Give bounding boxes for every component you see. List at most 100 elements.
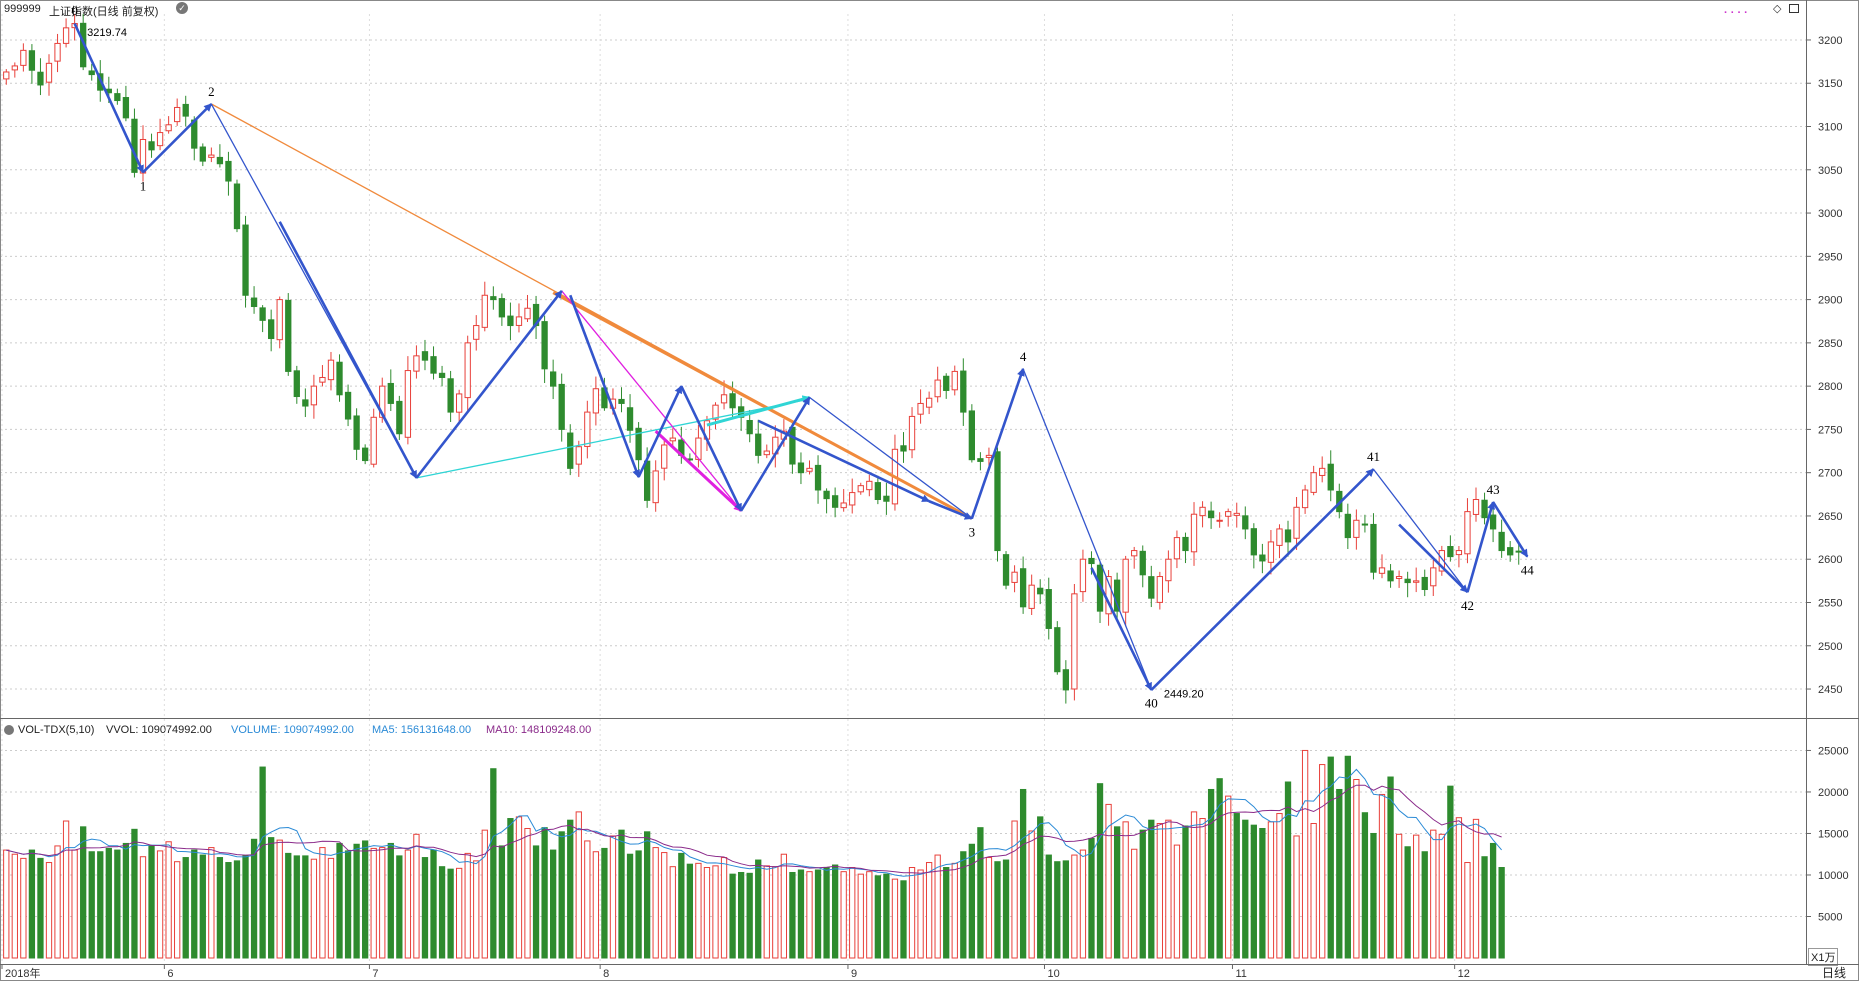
volume-settings-icon[interactable] [4,725,14,735]
candle-body [985,454,993,458]
candle [866,474,873,497]
candle [1293,496,1300,550]
wave-label-43: 43 [1487,482,1500,497]
volume-bar [626,853,634,959]
candle-body [1276,528,1283,546]
volume-bar [80,826,87,959]
candle [199,143,206,167]
candle-body [746,419,753,435]
volume-bar [1242,819,1249,959]
candle-body [362,447,369,462]
candle [1344,503,1351,550]
candle-body [498,298,506,318]
volume-bar [515,816,523,959]
candle [883,482,890,515]
candle-body [524,307,531,320]
candle-body [925,397,933,408]
candle [857,482,864,495]
candle [1028,574,1035,616]
candle [1319,456,1326,483]
volume-bar [532,845,540,959]
candle [1259,543,1266,574]
volume-bar [88,851,95,959]
candle [1173,530,1181,569]
toolbar-dots[interactable]: · · · · [1724,7,1748,19]
wave-arrow [142,103,213,174]
candle [285,293,292,376]
candle [567,424,574,476]
candle-body [1293,506,1300,539]
candle-body [421,351,429,361]
volume-bar [1438,833,1445,959]
volume-bar [925,862,933,959]
ma5-value: MA5: 156131648.00 [372,724,472,736]
panel-toggle-icon[interactable] [1789,4,1799,13]
volume-bar [609,835,617,959]
price-tick-label: 2450 [1818,684,1842,696]
volume-bar [242,855,249,959]
volume-bar [1301,749,1309,959]
candle [1276,524,1283,559]
candle-body [1361,523,1369,526]
candle [917,389,924,424]
candle-body [849,492,856,506]
candle [139,125,147,182]
candle [1421,569,1428,597]
volume-bar [857,873,864,959]
candle-body [1310,472,1317,493]
candle-body [45,62,53,83]
volume-bar [643,831,651,959]
volume-bar [1122,821,1129,959]
candle-body [225,160,232,182]
candle-body [310,385,318,406]
volume-bar [1045,854,1052,959]
wave-label-42: 42 [1461,598,1474,613]
diamond-icon[interactable]: ◇ [1773,3,1782,15]
volume-bar [139,856,147,959]
candle-body [917,402,924,415]
candle [1148,565,1155,608]
candle [404,356,412,445]
candle-body [1131,550,1138,557]
candle-body [1028,584,1035,609]
period-label[interactable]: 日线 [1822,966,1847,980]
volume-bar [549,849,557,959]
candle [934,366,941,403]
volume-bar [71,849,78,959]
candle [88,63,95,81]
candle [1242,506,1249,540]
candle [438,365,446,387]
candle-body [720,394,728,404]
candle-body [763,450,770,456]
candle-body [908,415,916,451]
wave-arrow [740,396,811,512]
volume-bar [114,849,121,959]
candle-body [951,370,958,391]
candle [1310,465,1317,496]
candle-body [1370,523,1377,573]
candle-body [302,399,309,407]
volume-bar [686,863,694,959]
volume-bar [302,855,309,959]
wave-arrow [1466,501,1496,593]
volume-tick-label: 20000 [1818,787,1849,799]
candle [1267,530,1275,575]
candle [54,33,61,73]
candle-body [1387,570,1394,582]
candle [302,388,309,418]
candle-body [541,321,548,370]
volume-bar [763,865,770,959]
candle-body [1088,557,1095,565]
candle [11,62,18,78]
volume-bar [917,869,924,959]
volume-bar [661,852,668,959]
candle [250,286,258,314]
settings-circle-icon[interactable]: ✓ [176,2,188,14]
blue-trendline-3 [809,396,973,520]
candle [1395,570,1403,588]
volume-bar [814,869,822,959]
candle [165,116,172,134]
candle-body [592,388,600,414]
candle [1011,565,1018,593]
volume-bar [54,845,61,959]
